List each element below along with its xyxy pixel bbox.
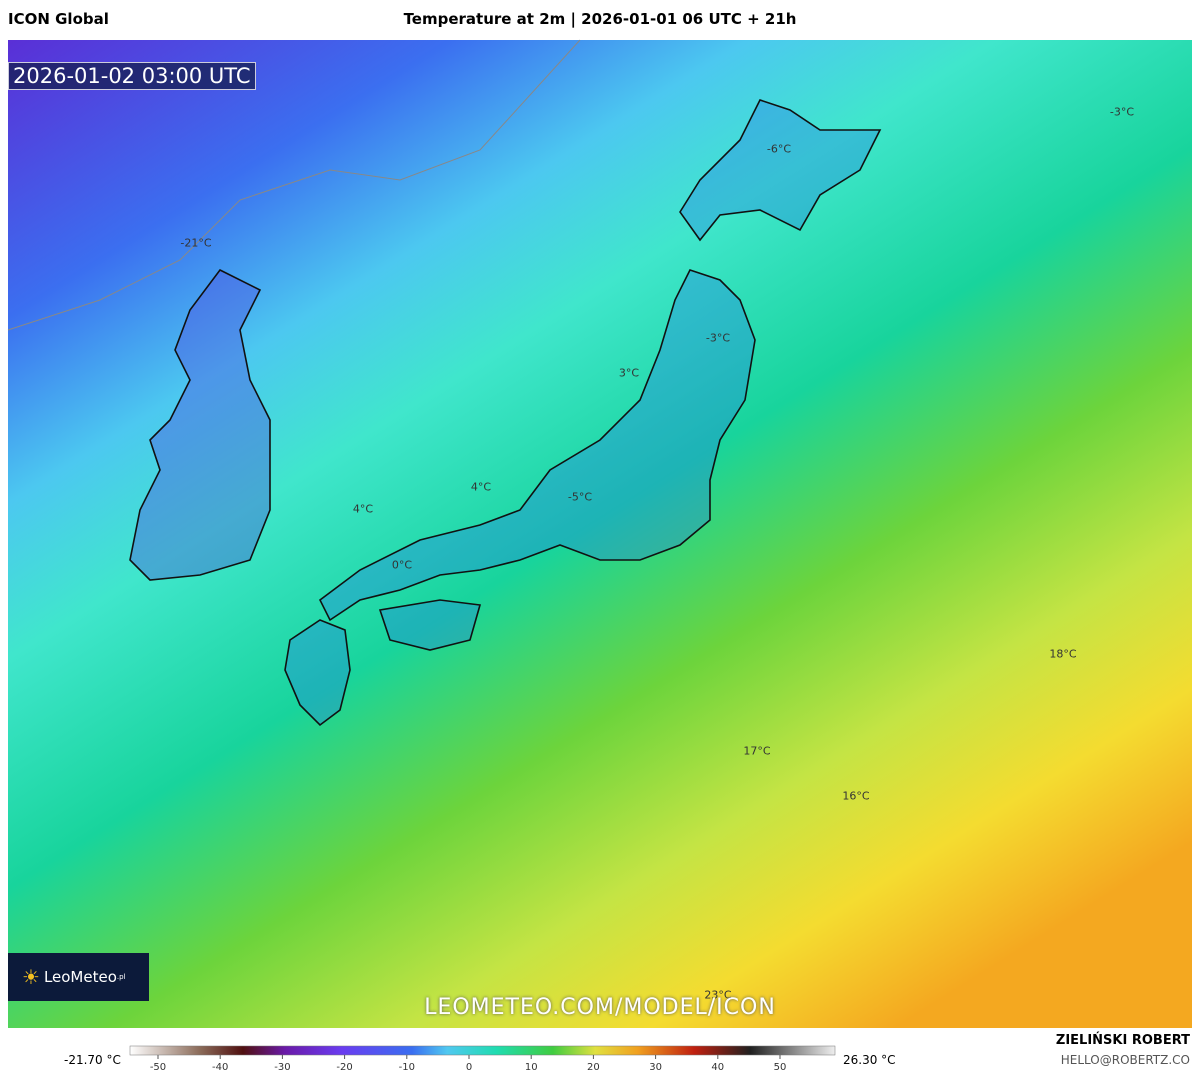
map-label: 23°C bbox=[704, 988, 732, 1002]
colorbar-tick-label: -20 bbox=[336, 1062, 352, 1073]
map-label: -6°C bbox=[766, 142, 792, 156]
logo[interactable]: ☀ LeoMeteo .pl bbox=[8, 953, 149, 1001]
colorbar-tick-label: -40 bbox=[212, 1062, 228, 1073]
colorbar-tick-label: 20 bbox=[587, 1062, 600, 1073]
map-label: 4°C bbox=[470, 480, 492, 494]
map-label: 0°C bbox=[391, 558, 413, 572]
colorbar-tick-label: -50 bbox=[150, 1062, 166, 1073]
model-name: ICON Global bbox=[8, 10, 109, 28]
watermark: LEOMETEO.COM/MODEL/ICON bbox=[424, 995, 776, 1020]
map-label: 4°C bbox=[352, 502, 374, 516]
map-label: 17°C bbox=[743, 744, 771, 758]
colorbar-tick-label: 40 bbox=[711, 1062, 724, 1073]
map-title: Temperature at 2m | 2026-01-01 06 UTC + … bbox=[403, 10, 797, 28]
colorbar-tick-label: 50 bbox=[774, 1062, 787, 1073]
border-line bbox=[7, 39, 581, 331]
map-label: -3°C bbox=[1109, 105, 1135, 119]
colorbar-tick-label: 30 bbox=[649, 1062, 662, 1073]
map-label: 3°C bbox=[618, 366, 640, 380]
map-label: 18°C bbox=[1049, 647, 1077, 661]
map-label: -3°C bbox=[705, 331, 731, 345]
colorbar-max: 26.30 °C bbox=[843, 1053, 896, 1067]
logo-name: LeoMeteo bbox=[43, 968, 117, 986]
author-name: ZIELIŃSKI ROBERT bbox=[1055, 1033, 1190, 1048]
colorbar bbox=[129, 1045, 836, 1056]
logo-suffix: .pl bbox=[116, 973, 126, 981]
colorbar-tick-label: 0 bbox=[466, 1062, 472, 1073]
colorbar-min: -21.70 °C bbox=[64, 1053, 121, 1067]
coastlines bbox=[129, 99, 882, 727]
map-label: -5°C bbox=[567, 490, 593, 504]
temperature-field bbox=[8, 40, 1192, 1028]
colorbar-tick-label: 10 bbox=[525, 1062, 538, 1073]
timestamp: 2026-01-02 03:00 UTC bbox=[8, 62, 256, 90]
colorbar-tick-label: -30 bbox=[274, 1062, 290, 1073]
map-label: 16°C bbox=[842, 789, 870, 803]
colorbar-tick-label: -10 bbox=[399, 1062, 415, 1073]
author-email[interactable]: HELLO@ROBERTZ.CO bbox=[1060, 1053, 1190, 1067]
map-label: -21°C bbox=[180, 236, 212, 250]
